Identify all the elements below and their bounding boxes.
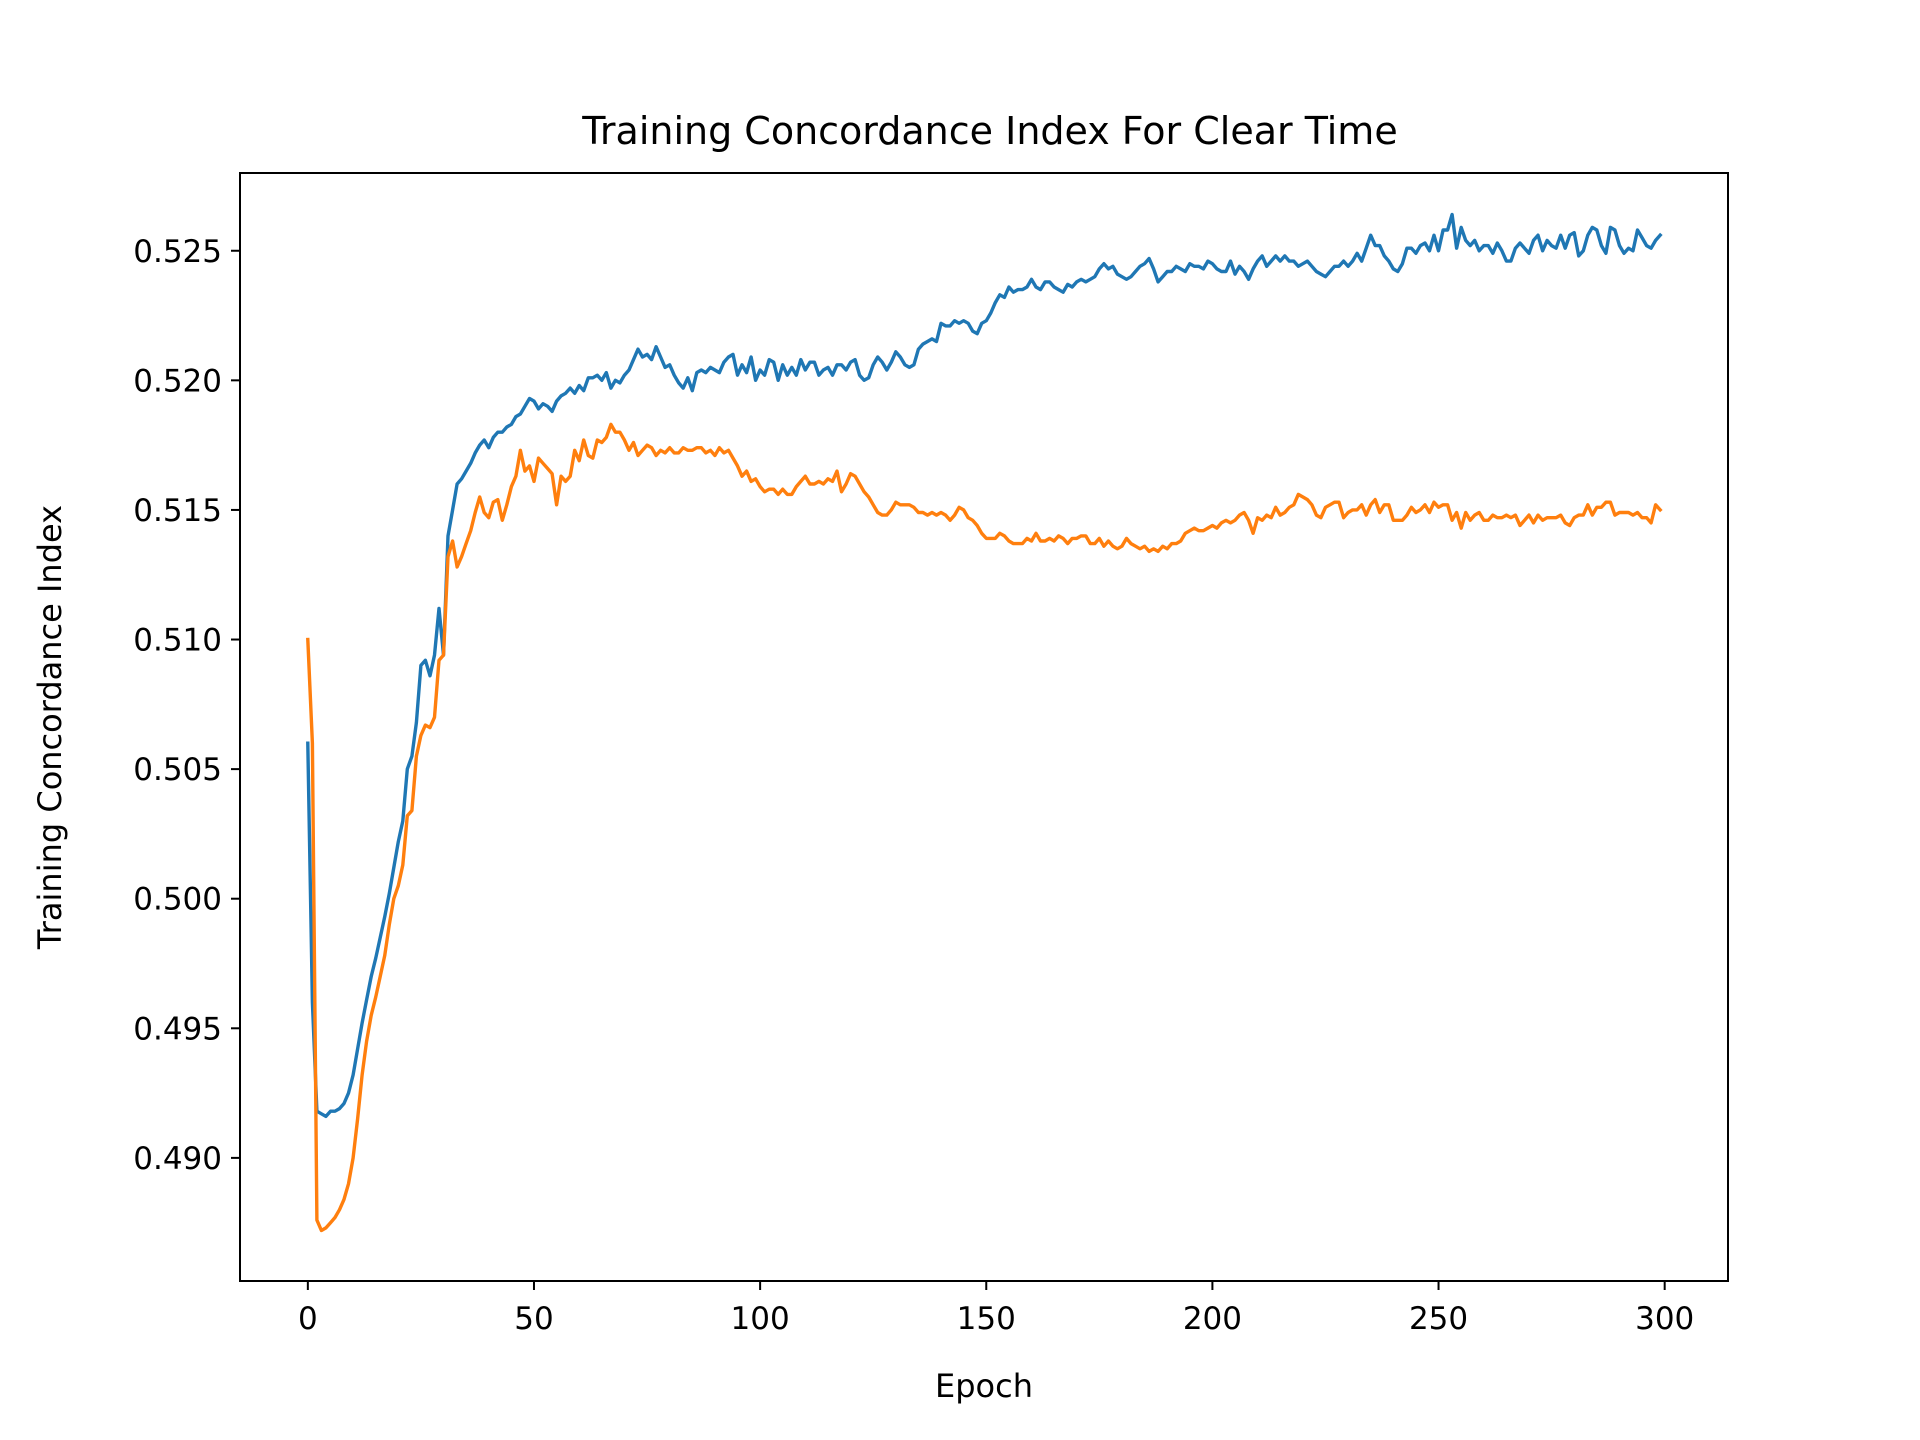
chart-title: Training Concordance Index For Clear Tim… [581,109,1397,153]
x-axis-label: Epoch [935,1367,1033,1405]
x-tick-label: 300 [1635,1301,1694,1337]
y-tick-label: 0.515 [133,493,222,529]
y-tick-label: 0.505 [133,752,222,788]
series-line-1 [306,212,1663,1119]
y-tick-label: 0.525 [133,234,222,270]
x-axis: 0 50 100 150 200 250 300 [298,1281,1694,1337]
x-tick-label: 150 [957,1301,1016,1337]
plot-frame [239,172,1729,1282]
y-tick-label: 0.510 [133,623,222,659]
series-line-2 [306,422,1663,1233]
y-tick-label: 0.520 [133,363,222,399]
y-axis-label: Training Concordance Index [31,505,69,950]
y-tick-label: 0.490 [133,1141,222,1177]
x-tick-label: 200 [1183,1301,1242,1337]
x-tick-label: 0 [298,1301,318,1337]
y-tick-label: 0.500 [133,882,222,918]
x-tick-label: 100 [731,1301,790,1337]
y-tick-label: 0.495 [133,1011,222,1047]
x-tick-label: 50 [514,1301,553,1337]
y-axis: 0.490 0.495 0.500 0.505 0.510 0.515 0.520 0.525 [133,234,240,1177]
series-layer [306,212,1663,1233]
x-tick-label: 250 [1409,1301,1468,1337]
